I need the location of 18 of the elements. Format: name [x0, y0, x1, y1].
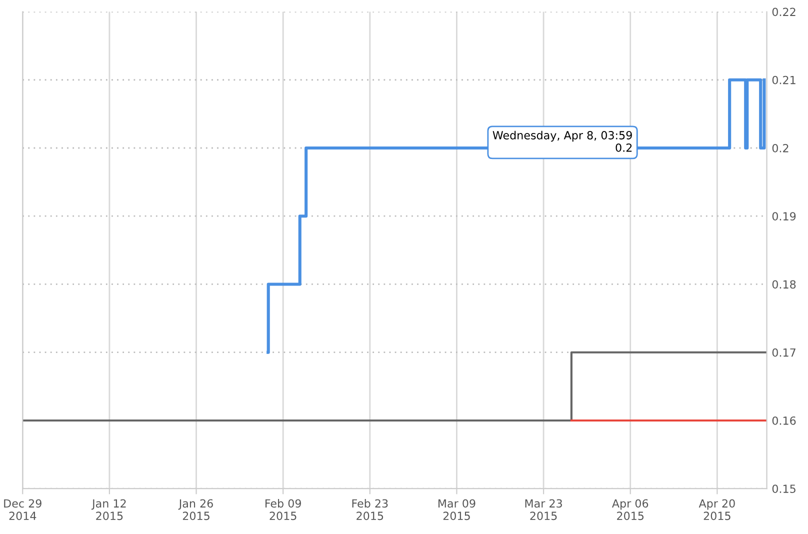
annotation: Wednesday, Apr 8, 03:59 0.2 [492, 130, 632, 152]
x-tick-label: Feb 23 2015 [352, 499, 388, 520]
y-tick-label: 0.19 [772, 212, 796, 220]
y-tick-label: 0.18 [772, 280, 796, 289]
x-tick-label: Apr 20 2015 [698, 499, 735, 520]
y-tick-label: 0.22 [772, 8, 796, 16]
x-tick-label: Jan 26 2015 [178, 499, 213, 520]
x-tick-label: Dec 29 2014 [4, 499, 42, 520]
x-tick-label: Apr 06 2015 [612, 499, 648, 520]
y-tick-label: 0.17 [772, 348, 796, 357]
y-tick-label: 0.21 [772, 76, 796, 84]
x-tick-label: Mar 23 2015 [525, 499, 562, 520]
y-tick-label: 0.2 [772, 144, 788, 152]
x-tick-label: Feb 09 2015 [266, 499, 301, 520]
x-tick-label: Mar 09 2015 [438, 499, 476, 520]
y-tick-label: 0.15 [772, 484, 796, 493]
x-tick-label: Jan 12 2015 [91, 499, 126, 520]
y-tick-label: 0.16 [772, 416, 796, 425]
